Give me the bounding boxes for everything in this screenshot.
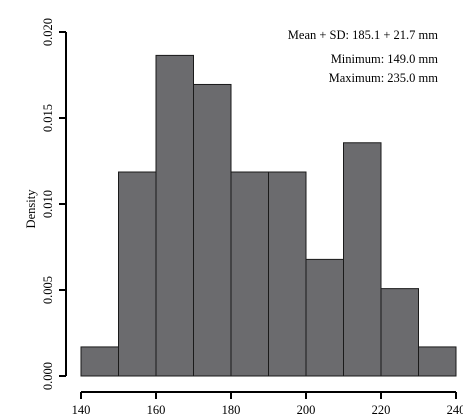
x-tick-label: 200 bbox=[297, 403, 316, 417]
annotation-minimum: Minimum: 149.0 mm bbox=[331, 52, 439, 66]
histogram-bar bbox=[268, 171, 307, 377]
histogram-bar bbox=[118, 171, 157, 377]
histogram-bar bbox=[418, 346, 457, 377]
histogram-bar bbox=[80, 346, 119, 377]
annotation-maximum: Maximum: 235.0 mm bbox=[329, 71, 439, 85]
x-axis: 140 160 180 200 220 240 bbox=[72, 391, 463, 417]
x-tick-label: 220 bbox=[372, 403, 391, 417]
histogram-bar bbox=[230, 171, 269, 377]
y-tick-label: 0.010 bbox=[41, 190, 55, 218]
y-tick-label: 0.005 bbox=[41, 276, 55, 304]
y-tick-label: 0.000 bbox=[41, 362, 55, 390]
x-tick-label: 180 bbox=[222, 403, 241, 417]
annotation-mean-sd: Mean + SD: 185.1 + 21.7 mm bbox=[288, 28, 438, 42]
histogram-bar bbox=[343, 142, 382, 377]
x-tick-label: 140 bbox=[72, 403, 91, 417]
y-axis: 0.000 0.005 0.010 0.015 0.020 bbox=[41, 18, 67, 390]
histogram-bar bbox=[305, 258, 344, 377]
bars-group bbox=[80, 54, 457, 377]
y-axis-title: Density bbox=[24, 189, 38, 229]
x-tick-label: 240 bbox=[447, 403, 463, 417]
histogram-bar bbox=[155, 54, 194, 377]
histogram-bar bbox=[380, 288, 419, 377]
y-tick-label: 0.015 bbox=[41, 104, 55, 132]
y-tick-label: 0.020 bbox=[41, 18, 55, 46]
histogram-bar bbox=[193, 83, 232, 377]
x-tick-label: 160 bbox=[147, 403, 166, 417]
